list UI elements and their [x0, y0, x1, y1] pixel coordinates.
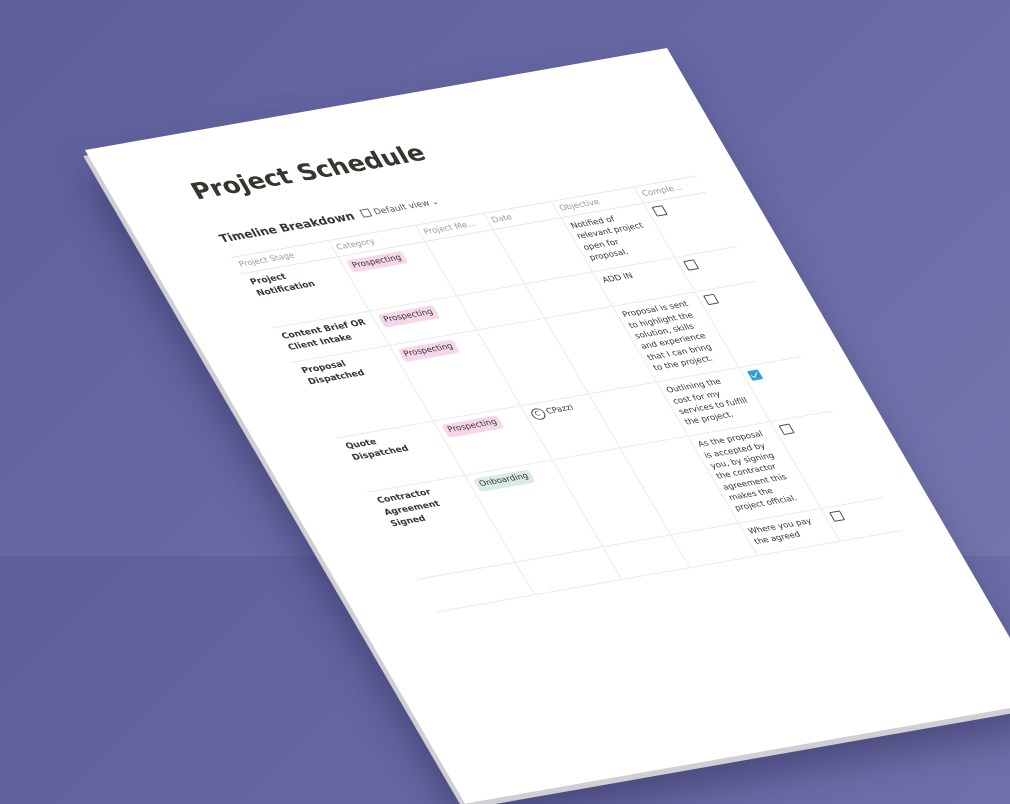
stage-name: Contractor Agreement Signed — [375, 488, 442, 529]
checkbox[interactable] — [702, 294, 719, 306]
checkbox[interactable] — [682, 259, 699, 272]
view-switcher[interactable]: Default view — [359, 196, 441, 219]
checkbox[interactable] — [778, 424, 795, 436]
category-tag: Onboarding — [472, 469, 536, 492]
stage-name: Content Brief OR Client Intake — [280, 318, 369, 353]
stage-name: Quote Dispatched — [344, 437, 411, 463]
checkbox[interactable] — [651, 205, 668, 217]
database-table: Project Stage Category Project Me... Date Ob… — [230, 175, 903, 613]
category-tag: Prospecting — [397, 339, 461, 362]
stage-name: Project Notification — [248, 272, 318, 299]
objective-text: Outlining the cost for my services to fu… — [664, 377, 750, 428]
page-title: Project Schedule — [185, 139, 431, 205]
category-tag: Prospecting — [441, 415, 505, 438]
category-tag: Prospecting — [377, 305, 441, 328]
stage-name: Proposal Dispatched — [300, 359, 368, 388]
member: CPazzi — [529, 403, 575, 419]
checkbox[interactable] — [746, 369, 763, 382]
document-page: Project Schedule Timeline Breakdown Defa… — [85, 48, 1010, 804]
category-tag: Prospecting — [345, 250, 409, 274]
objective-text: ADD IN — [600, 271, 636, 286]
screen: {"header": {"title": "Project Schedule",… — [0, 0, 1010, 556]
objective-text: Where you pay the agreed — [746, 516, 814, 547]
checkbox[interactable] — [828, 510, 845, 522]
